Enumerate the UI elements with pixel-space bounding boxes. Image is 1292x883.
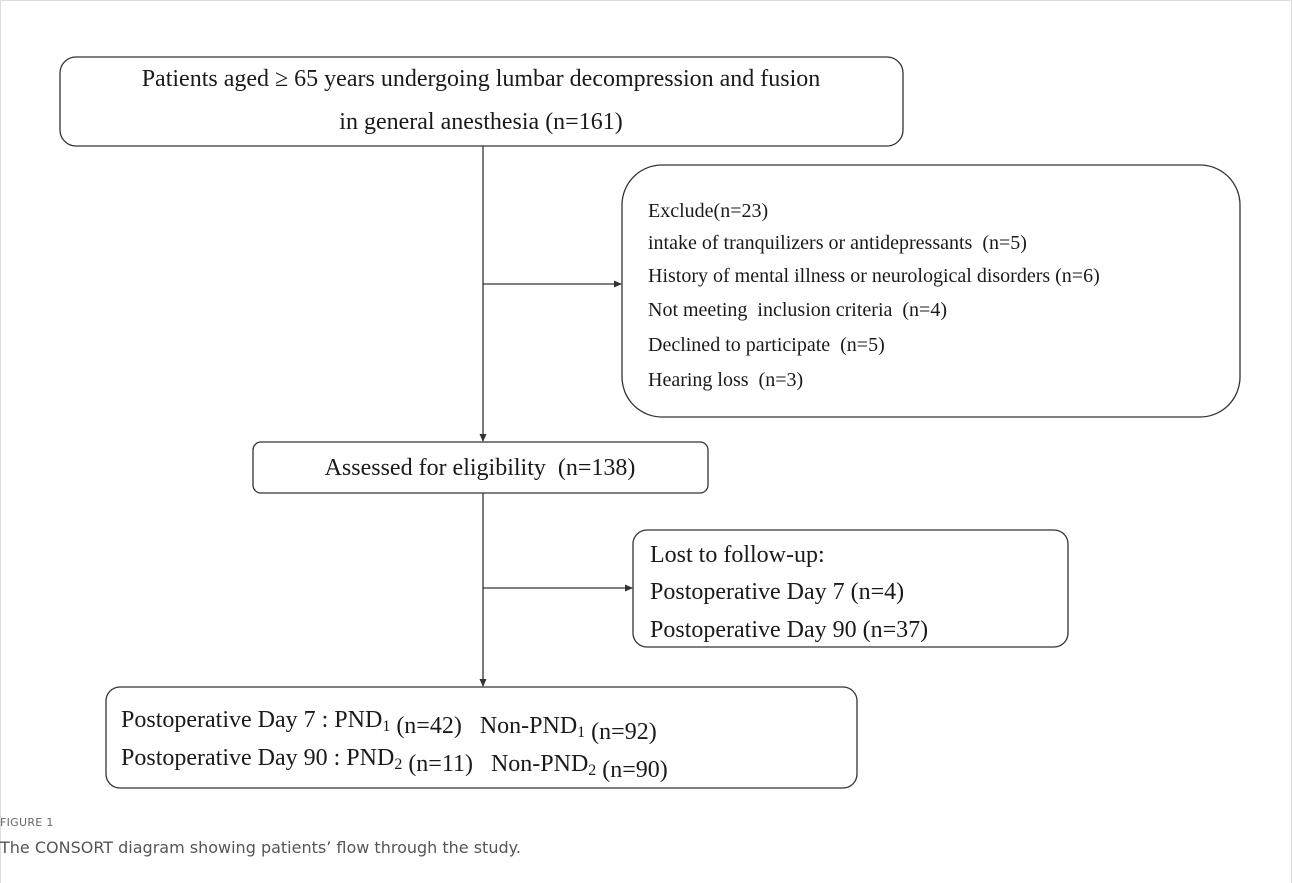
text-part: Assessed for eligibility (n=138) xyxy=(325,455,636,481)
text-part: Hearing loss (n=3) xyxy=(648,369,803,391)
text-part: History of mental illness or neurologica… xyxy=(648,265,1100,287)
box-assessed xyxy=(252,441,709,494)
text-part: (n=11) Non-PND xyxy=(402,751,588,777)
node-line: History of mental illness or neurologica… xyxy=(648,265,1100,287)
text-part: Postoperative Day 7 (n=4) xyxy=(650,579,904,605)
node-line: Declined to participate (n=5) xyxy=(648,334,885,356)
node-line: Patients aged ≥ 65 years undergoing lumb… xyxy=(142,66,821,92)
box-excluded xyxy=(621,164,1241,418)
node-line: Postoperative Day 7 (n=4) xyxy=(650,579,904,605)
text-part: intake of tranquilizers or antidepressan… xyxy=(648,232,1027,254)
text-part: (n=42) Non-PND xyxy=(390,713,577,739)
text-part: Lost to follow-up: xyxy=(650,542,825,568)
text-part: Patients aged ≥ 65 years undergoing lumb… xyxy=(142,66,821,92)
box-lost xyxy=(632,529,1069,648)
subscript: 2 xyxy=(394,756,402,773)
box-outcome xyxy=(105,686,858,789)
node-line: Postoperative Day 90 (n=37) xyxy=(650,617,928,643)
node-line: intake of tranquilizers or antidepressan… xyxy=(648,232,1027,254)
node-line: Hearing loss (n=3) xyxy=(648,369,803,391)
subscript: 1 xyxy=(577,724,585,741)
box-enrolled xyxy=(59,56,904,147)
figure-caption: The CONSORT diagram showing patients’ fl… xyxy=(0,838,521,857)
text-part: (n=90) xyxy=(596,757,668,783)
node-line: Assessed for eligibility (n=138) xyxy=(325,455,636,481)
node-line: Postoperative Day 90 : PND2 (n=11) Non-P… xyxy=(121,745,668,783)
text-part: Declined to participate (n=5) xyxy=(648,334,885,356)
node-line: Postoperative Day 7 : PND1 (n=42) Non-PN… xyxy=(121,707,657,745)
text-part: in general anesthesia (n=161) xyxy=(339,109,622,135)
subscript: 1 xyxy=(382,718,390,735)
subscript: 2 xyxy=(588,762,596,779)
node-line: in general anesthesia (n=161) xyxy=(339,109,622,135)
figure-label: FIGURE 1 xyxy=(0,816,54,829)
text-part: Exclude(n=23) xyxy=(648,200,768,222)
node-line: Not meeting inclusion criteria (n=4) xyxy=(648,299,947,321)
text-part: Postoperative Day 90 : PND xyxy=(121,745,394,771)
node-line: Lost to follow-up: xyxy=(650,542,825,568)
text-part: Not meeting inclusion criteria (n=4) xyxy=(648,299,947,321)
text-part: (n=92) xyxy=(585,719,657,745)
text-part: Postoperative Day 7 : PND xyxy=(121,707,382,733)
node-line: Exclude(n=23) xyxy=(648,200,768,222)
text-part: Postoperative Day 90 (n=37) xyxy=(650,617,928,643)
